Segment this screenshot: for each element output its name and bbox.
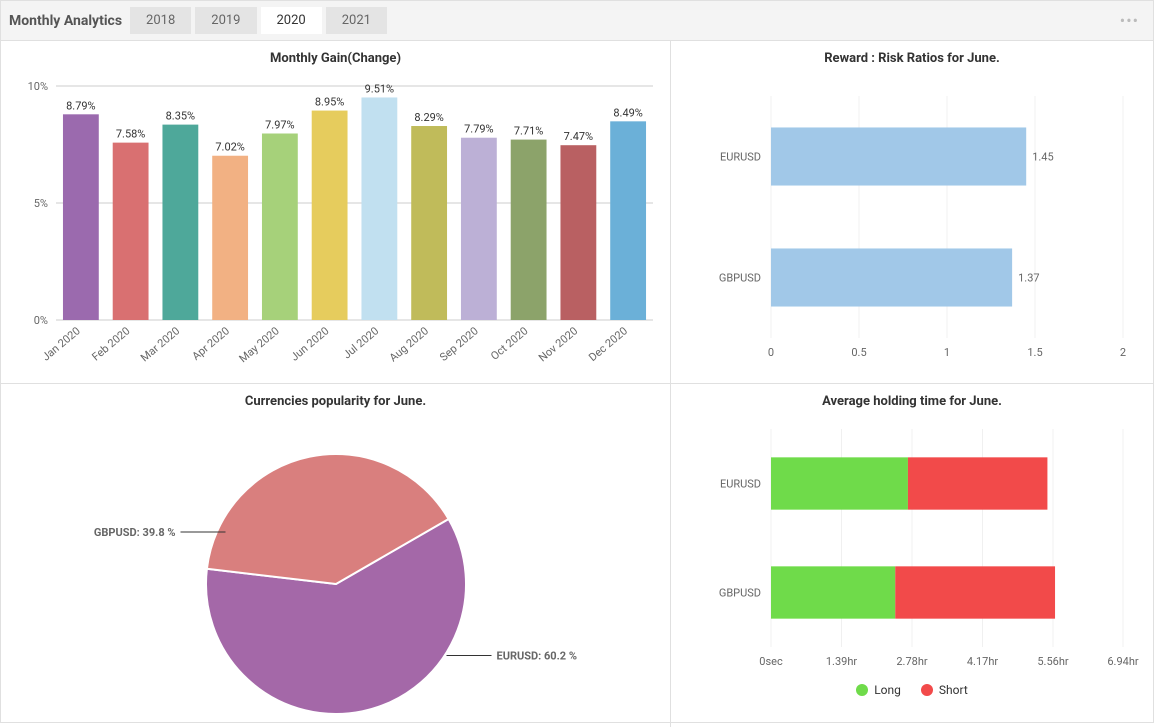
analytics-container: Monthly Analytics 2018 2019 2020 2021 ••…	[0, 0, 1154, 723]
monthly-gain-chart: 0% 5% 10% 8.79% Jan 2020 7.58% Feb 2020 8.35% Ma…	[1, 66, 671, 378]
svg-text:EURUSD: EURUSD	[720, 151, 761, 164]
svg-text:GBPUSD: GBPUSD	[719, 587, 761, 600]
svg-text:Aug 2020: Aug 2020	[387, 324, 431, 364]
svg-text:8.49%: 8.49%	[613, 106, 643, 119]
svg-text:0%: 0%	[34, 314, 48, 327]
legend-short-dot	[921, 684, 933, 696]
currency-pop-title: Currencies popularity for June.	[1, 384, 670, 409]
svg-text:Mar 2020: Mar 2020	[138, 324, 182, 364]
reward-risk-panel: Reward : Risk Ratios for June. 0 0.5 1 1.5 2…	[671, 41, 1153, 384]
currency-pop-panel: Currencies popularity for June. EURUSD: …	[1, 384, 671, 727]
tab-2021[interactable]: 2021	[326, 7, 387, 34]
legend-long-dot	[856, 684, 868, 696]
legend-short: Short	[921, 683, 968, 697]
svg-text:8.95%: 8.95%	[315, 96, 345, 109]
svg-text:6.94hr: 6.94hr	[1107, 655, 1139, 668]
svg-text:2: 2	[1120, 346, 1126, 359]
svg-text:May 2020: May 2020	[237, 324, 282, 365]
header-bar: Monthly Analytics 2018 2019 2020 2021 ••…	[1, 1, 1153, 41]
svg-text:4.17hr: 4.17hr	[967, 655, 999, 668]
tab-2019[interactable]: 2019	[195, 7, 256, 34]
legend-long: Long	[856, 683, 901, 697]
svg-text:Apr 2020: Apr 2020	[190, 324, 232, 363]
svg-text:1: 1	[944, 346, 950, 359]
svg-text:0sec: 0sec	[759, 655, 783, 668]
svg-text:Nov 2020: Nov 2020	[536, 324, 580, 364]
svg-text:0.5: 0.5	[851, 346, 866, 359]
svg-text:1.39hr: 1.39hr	[826, 655, 858, 668]
legend-short-label: Short	[939, 683, 968, 697]
svg-text:Feb 2020: Feb 2020	[89, 324, 132, 363]
svg-text:GBPUSD: 39.8 %: GBPUSD: 39.8 %	[94, 526, 176, 539]
svg-text:9.51%: 9.51%	[365, 82, 395, 95]
monthly-gain-title: Monthly Gain(Change)	[1, 41, 670, 66]
tab-2020[interactable]: 2020	[261, 7, 322, 34]
svg-text:7.47%: 7.47%	[564, 130, 594, 143]
svg-text:10%: 10%	[28, 80, 48, 93]
svg-text:Oct 2020: Oct 2020	[488, 324, 530, 362]
currency-pop-chart: EURUSD: 60.2 % GBPUSD: 39.8 %	[1, 409, 671, 727]
reward-risk-chart: 0 0.5 1 1.5 2 1.45 EURUSD 1.37 GBPUSD	[671, 66, 1153, 378]
svg-text:EURUSD: EURUSD	[720, 478, 761, 491]
svg-text:EURUSD: 60.2 %: EURUSD: 60.2 %	[497, 650, 577, 663]
svg-text:7.71%: 7.71%	[514, 125, 544, 138]
svg-text:8.79%: 8.79%	[66, 99, 96, 112]
monthly-gain-panel: Monthly Gain(Change) 0% 5% 10% 8.79% Jan 202…	[1, 41, 671, 384]
holding-time-chart: 0sec 1.39hr 2.78hr 4.17hr 5.56hr 6.94hr EURUSD…	[671, 409, 1153, 687]
svg-text:1.37: 1.37	[1018, 272, 1039, 285]
tab-2018[interactable]: 2018	[130, 7, 191, 34]
svg-text:5.56hr: 5.56hr	[1037, 655, 1069, 668]
svg-text:8.29%: 8.29%	[414, 111, 444, 124]
holding-time-title: Average holding time for June.	[671, 384, 1153, 409]
svg-text:Jan 2020: Jan 2020	[40, 324, 83, 363]
svg-text:Sep 2020: Sep 2020	[437, 324, 481, 364]
svg-text:7.97%: 7.97%	[265, 119, 295, 132]
svg-text:8.35%: 8.35%	[166, 110, 196, 123]
legend-long-label: Long	[874, 683, 901, 697]
svg-text:2.78hr: 2.78hr	[896, 655, 928, 668]
svg-text:1.45: 1.45	[1032, 151, 1053, 164]
svg-text:7.02%: 7.02%	[215, 141, 245, 154]
more-menu-icon[interactable]: •••	[1120, 11, 1139, 30]
svg-text:5%: 5%	[34, 197, 48, 210]
svg-text:GBPUSD: GBPUSD	[719, 272, 761, 285]
svg-text:Jul 2020: Jul 2020	[341, 324, 382, 361]
svg-text:7.58%: 7.58%	[116, 128, 146, 141]
reward-risk-title: Reward : Risk Ratios for June.	[671, 41, 1153, 66]
header-title: Monthly Analytics	[9, 13, 122, 29]
svg-text:1.5: 1.5	[1027, 346, 1042, 359]
svg-text:Jun 2020: Jun 2020	[288, 324, 331, 363]
svg-text:0: 0	[768, 346, 774, 359]
dashboard-grid: Monthly Gain(Change) 0% 5% 10% 8.79% Jan 202…	[1, 41, 1153, 727]
svg-text:Dec 2020: Dec 2020	[586, 324, 630, 364]
holding-time-panel: Average holding time for June. 0sec 1.39h…	[671, 384, 1153, 727]
holding-time-legend: Long Short	[671, 683, 1153, 697]
svg-text:7.79%: 7.79%	[464, 123, 494, 136]
